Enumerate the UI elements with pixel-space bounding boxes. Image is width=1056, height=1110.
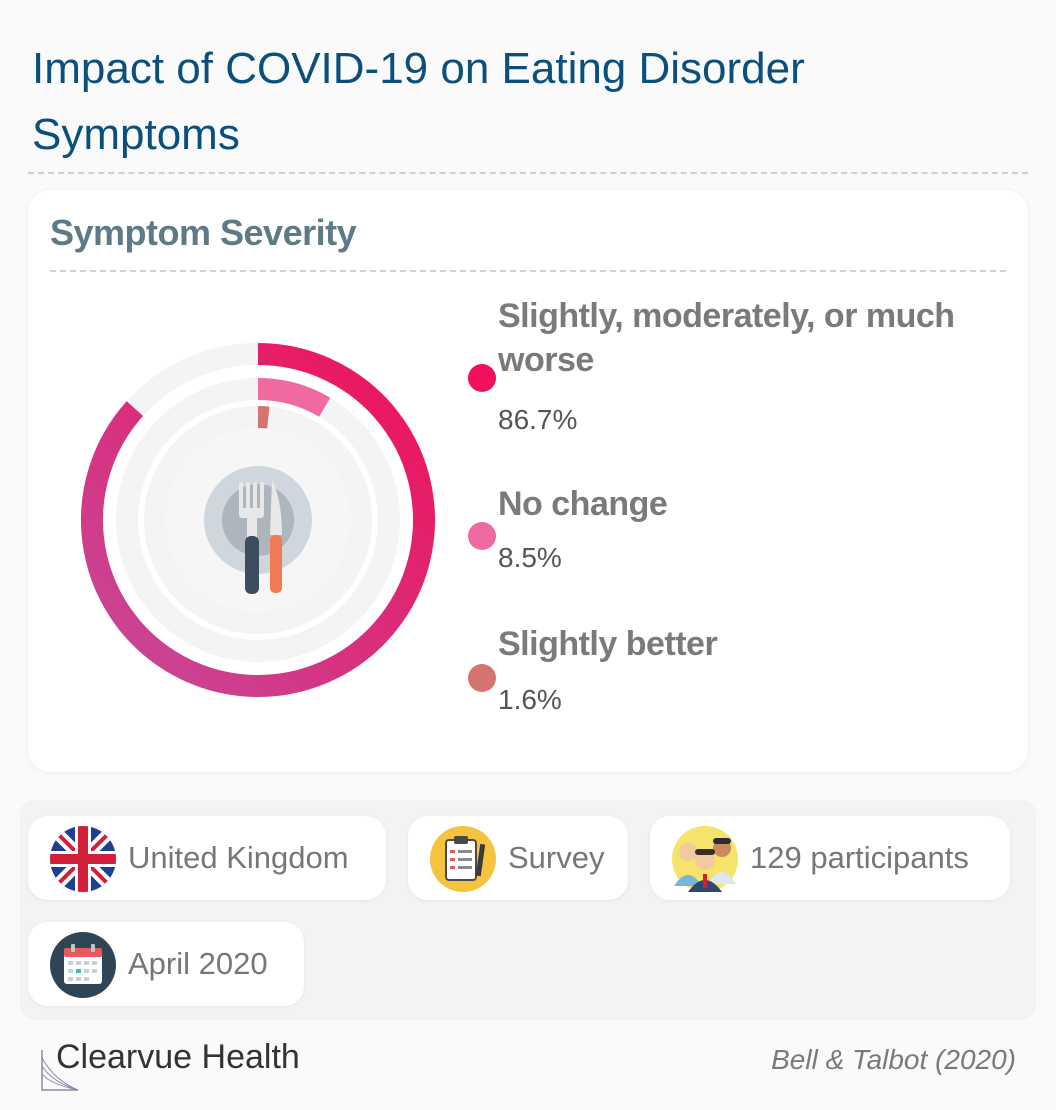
legend-value-better: 1.6%	[498, 684, 562, 715]
legend-dot-worse	[468, 364, 496, 392]
country-pill: United Kingdom	[28, 816, 386, 900]
participants-label: 129 participants	[750, 840, 969, 875]
uk-flag-icon	[50, 826, 116, 892]
brand-name: Clearvue Health	[56, 1038, 300, 1076]
arc-worse	[81, 343, 435, 697]
country-label: United Kingdom	[128, 840, 349, 875]
people-icon	[672, 826, 738, 892]
date-label: April 2020	[128, 946, 268, 981]
legend-value-worse: 86.7%	[498, 404, 578, 435]
plate-fork-knife-icon	[204, 466, 312, 594]
symptom-severity-card: Symptom Severity Slight	[28, 190, 1028, 772]
legend-label-better: Slightly better	[498, 625, 718, 663]
method-pill: Survey	[408, 816, 628, 900]
participants-pill: 129 participants	[650, 816, 1010, 900]
brand-mark-icon	[41, 1050, 79, 1091]
card-divider	[50, 270, 1006, 272]
title-divider	[28, 172, 1028, 174]
arc-no-change	[257, 378, 331, 417]
clipboard-icon	[430, 826, 496, 892]
legend-label-worse: Slightly, moderately, or much worse	[498, 297, 955, 379]
legend-value-no-change: 8.5%	[498, 542, 562, 573]
date-pill: April 2020	[28, 922, 304, 1006]
card-title: Symptom Severity	[50, 212, 357, 253]
calendar-icon	[50, 932, 116, 998]
citation: Bell & Talbot (2020)	[771, 1044, 1016, 1075]
legend-label-no-change: No change	[498, 485, 668, 523]
legend-dot-no-change	[468, 522, 496, 550]
method-label: Survey	[508, 840, 605, 875]
severity-donut-chart	[81, 343, 435, 697]
legend-dot-better	[468, 664, 496, 692]
arc-better	[257, 406, 270, 429]
page-title: Impact of COVID-19 on Eating Disorder Sy…	[32, 44, 805, 159]
